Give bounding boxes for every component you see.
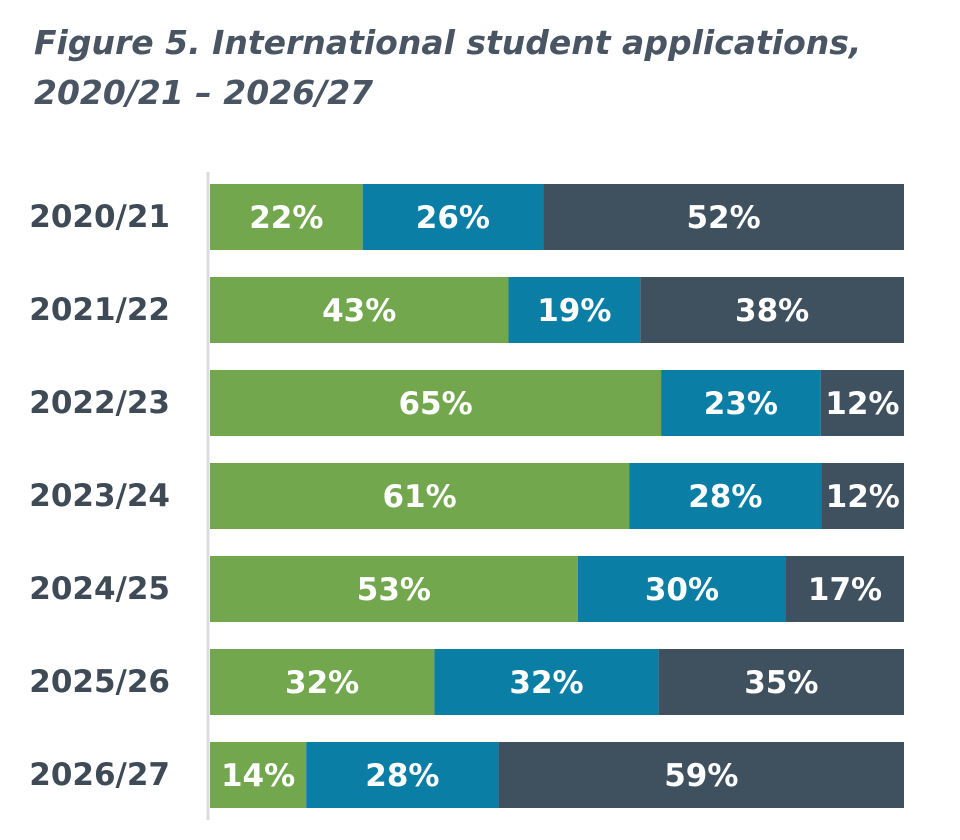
bar-segment-series-1 [210,370,662,436]
data-label: 43% [322,293,396,329]
bar-segment-series-2 [577,556,787,622]
data-label: 22% [249,200,323,236]
bar-segment-series-2 [629,463,822,529]
bar-segment-series-3 [658,649,904,715]
bar-segment-series-1 [210,649,435,715]
chart-title: Figure 5. International student applicat… [34,18,914,118]
data-label: 61% [382,479,456,515]
data-label: 17% [808,572,882,608]
data-label: 35% [744,665,818,701]
data-label: 30% [645,572,719,608]
data-label: 52% [686,200,760,236]
data-label: 28% [365,758,439,794]
data-label: 53% [357,572,431,608]
bar-segment-series-3 [786,556,904,622]
data-label: 59% [664,758,738,794]
data-label: 12% [826,479,900,515]
data-label: 26% [416,200,490,236]
bar-segment-series-2 [362,184,544,250]
data-label: 32% [509,665,583,701]
category-label: 2025/26 [29,664,170,700]
category-label: 2024/25 [29,571,170,607]
data-label: 14% [221,758,295,794]
bar-segment-series-2 [306,742,499,808]
bar-segment-series-1 [210,742,307,808]
category-label: 2021/22 [29,292,170,328]
bar-segment-series-2 [661,370,821,436]
bar-segment-series-3 [498,742,904,808]
data-label: 32% [285,665,359,701]
category-label: 2022/23 [29,385,170,421]
bar-segment-series-1 [210,556,578,622]
chart-title-line-2: 2020/21 – 2026/27 [34,73,374,112]
bar-segment-series-1 [210,463,630,529]
chart-title-line-1: Figure 5. International student applicat… [34,23,862,62]
bar-segment-series-1 [210,277,509,343]
category-label: 2023/24 [29,478,170,514]
bar-segment-series-3 [821,463,904,529]
bar-segment-series-3 [820,370,904,436]
category-label: 2026/27 [29,757,170,793]
bar-segment-series-3 [640,277,904,343]
category-label: 2020/21 [29,199,170,235]
bar-segment-series-2 [508,277,641,343]
bar-segment-series-1 [210,184,363,250]
data-label: 38% [735,293,809,329]
bar-segment-series-3 [543,184,904,250]
data-label: 12% [825,386,899,422]
data-label: 28% [688,479,762,515]
bar-segment-series-2 [434,649,659,715]
data-label: 19% [537,293,611,329]
data-label: 23% [704,386,778,422]
data-label: 65% [398,386,472,422]
